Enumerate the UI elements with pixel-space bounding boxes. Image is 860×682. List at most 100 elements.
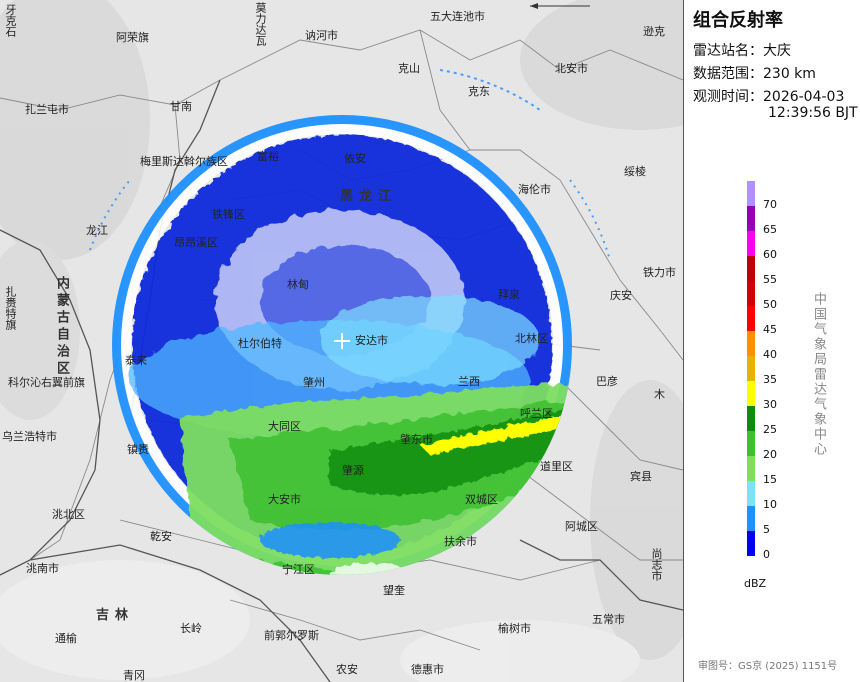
legend-swatch-45 bbox=[747, 306, 755, 331]
place-label: 拜泉 bbox=[498, 288, 520, 301]
place-label: 莫力达瓦 bbox=[254, 2, 267, 46]
time-label: 观测时间： bbox=[693, 89, 763, 105]
place-label: 科尔沁右翼前旗 bbox=[8, 376, 85, 389]
place-label: 牙克石 bbox=[4, 4, 17, 37]
place-label: 阿城区 bbox=[565, 520, 598, 533]
region-label: 内蒙古自治区 bbox=[54, 276, 69, 378]
place-label: 肇源 bbox=[342, 464, 364, 477]
place-label: 克东 bbox=[468, 85, 490, 98]
outer-clutter bbox=[89, 69, 611, 261]
approval-number: 审图号：GS京 (2025) 1151号 bbox=[698, 661, 838, 672]
place-label: 昂昂溪区 bbox=[174, 236, 218, 249]
legend-swatch-25 bbox=[747, 406, 755, 431]
legend-swatch-65 bbox=[747, 206, 755, 231]
legend-swatch-10 bbox=[747, 481, 755, 506]
region-label: 黑龙江 bbox=[340, 189, 398, 204]
place-label: 通榆 bbox=[55, 632, 77, 645]
time-date: 2026-04-03 bbox=[763, 89, 845, 105]
product-title: 组合反射率 bbox=[693, 10, 783, 31]
place-label: 道里区 bbox=[540, 460, 573, 473]
legend-swatch-70 bbox=[747, 181, 755, 206]
place-label: 北安市 bbox=[555, 62, 588, 75]
legend-tick-label: 60 bbox=[763, 248, 777, 261]
place-label: 肇州 bbox=[303, 376, 325, 389]
legend-tick-label: 20 bbox=[763, 448, 777, 461]
radar-map-canvas bbox=[0, 0, 683, 682]
range-value: 230 km bbox=[763, 66, 816, 82]
legend-tick-label: 15 bbox=[763, 473, 777, 486]
place-label: 富裕 bbox=[257, 150, 279, 163]
place-label: 安达市 bbox=[355, 334, 388, 347]
legend-swatch-55 bbox=[747, 256, 755, 281]
time-clock: 12:39:56 BJT bbox=[768, 105, 858, 121]
legend-swatch-30 bbox=[747, 381, 755, 406]
place-label: 兰西 bbox=[458, 375, 480, 388]
radar-station-marker[interactable] bbox=[334, 333, 350, 349]
place-label: 镇赉 bbox=[127, 443, 149, 456]
place-label: 前郭尔罗斯 bbox=[264, 629, 319, 642]
place-label: 讷河市 bbox=[305, 29, 338, 42]
place-label: 绥棱 bbox=[624, 165, 646, 178]
place-label: 望奎 bbox=[383, 584, 405, 597]
station-row: 雷达站名：大庆 bbox=[693, 40, 791, 60]
place-label: 阿荣旗 bbox=[116, 31, 149, 44]
place-label: 林甸 bbox=[287, 278, 309, 291]
place-label: 宾县 bbox=[630, 470, 652, 483]
place-label: 双城区 bbox=[465, 493, 498, 506]
legend-swatch-40 bbox=[747, 331, 755, 356]
region-label: 吉林 bbox=[96, 608, 135, 623]
place-label: 海伦市 bbox=[518, 183, 551, 196]
legend-tick-label: 40 bbox=[763, 348, 777, 361]
place-label: 农安 bbox=[336, 663, 358, 676]
place-label: 逊克 bbox=[643, 25, 665, 38]
place-label: 泰来 bbox=[125, 354, 147, 367]
station-value: 大庆 bbox=[763, 43, 791, 59]
legend-unit: dBZ bbox=[744, 577, 767, 590]
legend-tick-label: 0 bbox=[763, 548, 770, 561]
credit-text: 中国气象局雷达气象中心 bbox=[811, 292, 826, 457]
place-label: 北林区 bbox=[515, 332, 548, 345]
legend-tick-label: 50 bbox=[763, 298, 777, 311]
station-label: 雷达站名： bbox=[693, 43, 763, 59]
place-label: 德惠市 bbox=[411, 663, 444, 676]
place-label: 克山 bbox=[398, 62, 420, 75]
place-label: 木 bbox=[654, 388, 665, 401]
legend-swatch-5 bbox=[747, 506, 755, 531]
place-label: 榆树市 bbox=[498, 622, 531, 635]
legend-swatch-60 bbox=[747, 231, 755, 256]
place-label: 乾安 bbox=[150, 530, 172, 543]
range-row: 数据范围：230 km bbox=[693, 63, 816, 83]
info-panel: 组合反射率 雷达站名：大庆 数据范围：230 km 观测时间：2026-04-0… bbox=[683, 0, 860, 682]
place-label: 甘南 bbox=[170, 100, 192, 113]
place-label: 巴彦 bbox=[596, 375, 618, 388]
legend-tick-label: 5 bbox=[763, 523, 770, 536]
place-label: 铁锋区 bbox=[212, 208, 245, 221]
place-label: 扎兰屯市 bbox=[25, 103, 69, 116]
place-label: 肇东市 bbox=[400, 433, 433, 446]
place-label: 长岭 bbox=[180, 622, 202, 635]
legend-tick-label: 65 bbox=[763, 223, 777, 236]
color-legend-bar bbox=[747, 181, 755, 556]
legend-tick-label: 55 bbox=[763, 273, 777, 286]
time-clock-row: 12:39:56 BJT bbox=[768, 105, 858, 121]
place-label: 铁力市 bbox=[643, 266, 676, 279]
legend-swatch-0 bbox=[747, 531, 755, 556]
radar-map[interactable]: 牙克石 莫力达瓦 五大连池市 逊克 阿荣旗 讷河市 克山 北安市 扎兰屯市 甘南… bbox=[0, 0, 683, 682]
place-label: 洮南市 bbox=[26, 562, 59, 575]
place-label: 杜尔伯特 bbox=[238, 337, 282, 350]
arrow-head-icon bbox=[530, 3, 538, 9]
place-label: 青冈 bbox=[123, 669, 145, 682]
place-label: 依安 bbox=[344, 152, 366, 165]
place-label: 龙江 bbox=[86, 224, 108, 237]
legend-tick-label: 10 bbox=[763, 498, 777, 511]
place-label: 洮北区 bbox=[52, 508, 85, 521]
legend-swatch-20 bbox=[747, 431, 755, 456]
legend-swatch-50 bbox=[747, 281, 755, 306]
place-label: 庆安 bbox=[610, 289, 632, 302]
legend-tick-label: 25 bbox=[763, 423, 777, 436]
legend-tick-label: 45 bbox=[763, 323, 777, 336]
legend-swatch-35 bbox=[747, 356, 755, 381]
place-label: 扶余市 bbox=[444, 535, 477, 548]
legend-swatch-15 bbox=[747, 456, 755, 481]
legend-tick-label: 35 bbox=[763, 373, 777, 386]
